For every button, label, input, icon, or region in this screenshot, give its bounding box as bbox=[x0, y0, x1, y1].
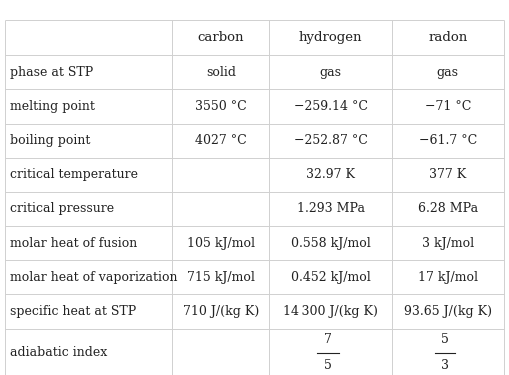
Text: 5: 5 bbox=[441, 333, 449, 346]
Text: 3 kJ/mol: 3 kJ/mol bbox=[422, 237, 474, 250]
Text: phase at STP: phase at STP bbox=[10, 66, 93, 79]
Text: gas: gas bbox=[320, 66, 342, 79]
Text: 0.558 kJ/mol: 0.558 kJ/mol bbox=[291, 237, 371, 250]
Text: radon: radon bbox=[428, 31, 467, 44]
Text: 3: 3 bbox=[441, 359, 449, 372]
Text: −61.7 °C: −61.7 °C bbox=[419, 134, 477, 147]
Text: specific heat at STP: specific heat at STP bbox=[10, 305, 136, 318]
Text: −259.14 °C: −259.14 °C bbox=[294, 100, 367, 113]
Text: molar heat of fusion: molar heat of fusion bbox=[10, 237, 137, 250]
Text: 0.452 kJ/mol: 0.452 kJ/mol bbox=[291, 271, 371, 284]
Text: gas: gas bbox=[437, 66, 459, 79]
Text: 3550 °C: 3550 °C bbox=[195, 100, 247, 113]
Text: 715 kJ/mol: 715 kJ/mol bbox=[187, 271, 255, 284]
Text: 105 kJ/mol: 105 kJ/mol bbox=[187, 237, 255, 250]
Text: carbon: carbon bbox=[197, 31, 244, 44]
Text: 710 J/(kg K): 710 J/(kg K) bbox=[183, 305, 259, 318]
Text: 1.293 MPa: 1.293 MPa bbox=[297, 202, 364, 216]
Text: 4027 °C: 4027 °C bbox=[195, 134, 247, 147]
Text: 17 kJ/mol: 17 kJ/mol bbox=[418, 271, 478, 284]
Text: molar heat of vaporization: molar heat of vaporization bbox=[10, 271, 178, 284]
Text: 7: 7 bbox=[324, 333, 332, 346]
Text: 32.97 K: 32.97 K bbox=[306, 168, 355, 182]
Text: 5: 5 bbox=[324, 359, 332, 372]
Text: critical pressure: critical pressure bbox=[10, 202, 114, 216]
Text: critical temperature: critical temperature bbox=[10, 168, 138, 182]
Text: hydrogen: hydrogen bbox=[299, 31, 362, 44]
Text: adiabatic index: adiabatic index bbox=[10, 346, 107, 359]
Text: −71 °C: −71 °C bbox=[425, 100, 471, 113]
Text: boiling point: boiling point bbox=[10, 134, 91, 147]
Text: 93.65 J/(kg K): 93.65 J/(kg K) bbox=[404, 305, 492, 318]
Text: solid: solid bbox=[206, 66, 236, 79]
Text: melting point: melting point bbox=[10, 100, 95, 113]
Text: 6.28 MPa: 6.28 MPa bbox=[418, 202, 478, 216]
Text: 377 K: 377 K bbox=[429, 168, 466, 182]
Text: −252.87 °C: −252.87 °C bbox=[294, 134, 367, 147]
Text: 14 300 J/(kg K): 14 300 J/(kg K) bbox=[283, 305, 378, 318]
